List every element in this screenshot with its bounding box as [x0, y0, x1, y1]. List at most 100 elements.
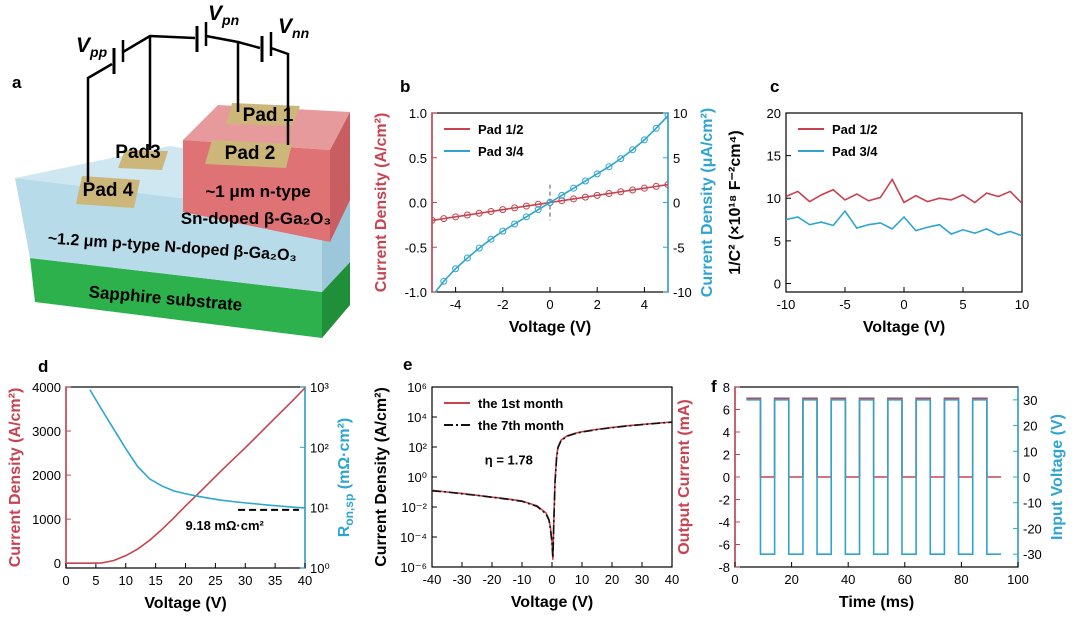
- y-tick-label: 10⁰: [407, 470, 427, 485]
- panel-label: c: [770, 77, 779, 96]
- y-tick-label: 0.0: [409, 196, 427, 211]
- y-tick-label: 10⁻⁴: [400, 530, 427, 545]
- x-tick-label: 0: [546, 297, 553, 312]
- substrate-side: [322, 262, 350, 338]
- marker: [463, 254, 471, 262]
- marker: [440, 215, 448, 223]
- y-tick-label: 2000: [32, 468, 61, 483]
- y-tick-label: 4: [723, 425, 730, 440]
- y2-tick-label: -10: [1023, 496, 1042, 511]
- axis-label: Current Density (A/cm²): [7, 388, 24, 568]
- y2-tick-label: 0: [673, 196, 680, 211]
- y-tick-label: 5: [774, 234, 781, 249]
- axis-label: Voltage (V): [144, 595, 226, 612]
- pad: [118, 150, 168, 170]
- plot-frame: [65, 386, 306, 569]
- panel-label: e: [403, 355, 412, 374]
- y-tick-label: 10: [767, 191, 781, 206]
- y-tick-label: -2: [718, 493, 730, 508]
- axis-label: Ron,sp (mΩ·cm²): [336, 418, 356, 538]
- marker: [487, 207, 495, 215]
- series-line: [434, 115, 668, 292]
- y-tick-label: 10⁶: [407, 380, 427, 395]
- x-tick-label: -20: [483, 572, 502, 587]
- pad-label: Pad3: [115, 142, 160, 163]
- x-tick-label: 30: [635, 572, 649, 587]
- wires: [86, 22, 290, 182]
- x-tick-label: -5: [839, 297, 851, 312]
- axis-label: Input Voltage (V): [1049, 414, 1066, 540]
- y2-tick-label: -30: [1023, 547, 1042, 562]
- marker: [629, 146, 637, 154]
- x-tick-label: 5: [92, 573, 99, 588]
- marker: [593, 191, 601, 199]
- marker: [605, 163, 613, 171]
- x-tick-label: 4: [641, 297, 648, 312]
- x-tick-label: 10: [575, 572, 589, 587]
- axis-label: Time (ms): [839, 594, 914, 611]
- marker: [499, 206, 507, 214]
- marker: [522, 213, 530, 221]
- marker: [487, 235, 495, 243]
- y-tick-label: 0: [723, 470, 730, 485]
- pad-label: Pad 2: [225, 143, 276, 164]
- axis-label: Current Density (A/cm²): [373, 387, 390, 567]
- voltage-label: Vpp: [76, 34, 108, 60]
- x-tick-label: 40: [665, 572, 679, 587]
- marker: [640, 136, 648, 144]
- x-tick-label: 10: [1015, 297, 1029, 312]
- x-tick-label: 100: [1007, 572, 1029, 587]
- marker: [429, 293, 435, 299]
- n-layer-front: [183, 140, 330, 242]
- y-tick-label: -1.0: [405, 285, 427, 300]
- axis-label-part: (mΩ·cm²): [336, 418, 353, 494]
- legend-label: Pad 1/2: [832, 122, 878, 137]
- x-tick-label: 30: [238, 573, 252, 588]
- series-line: [786, 209, 1022, 237]
- y2-tick-label: -5: [673, 240, 685, 255]
- axis-label: Voltage (V): [863, 319, 945, 336]
- y2-tick-label: 5: [673, 151, 680, 166]
- marker: [570, 195, 578, 203]
- n-layer-top: [183, 105, 350, 150]
- x-tick-label: 5: [959, 297, 966, 312]
- pad: [226, 103, 300, 126]
- marker: [432, 216, 436, 224]
- pad: [205, 140, 292, 168]
- x-tick-label: 20: [784, 572, 798, 587]
- x-tick-label: -4: [450, 297, 462, 312]
- axis-label: 1/C² (×10¹⁸ F⁻²cm⁴): [727, 130, 744, 274]
- x-tick-label: 2: [594, 297, 601, 312]
- y2-tick-label: 30: [1023, 393, 1037, 408]
- x-tick-label: 0: [731, 572, 738, 587]
- panel-label: d: [38, 357, 48, 376]
- y-tick-label: -4: [718, 515, 730, 530]
- layer-label: Sn-doped β-Ga₂O₃: [181, 209, 331, 228]
- axis-label: Output Current (mA): [676, 399, 693, 555]
- x-tick-label: 35: [268, 573, 282, 588]
- marker: [581, 193, 589, 201]
- layer-label: ~1 μm n-type: [205, 182, 310, 201]
- x-tick-label: 60: [898, 572, 912, 587]
- y-tick-label: -6: [718, 538, 730, 553]
- chart-panel: -10 -5 0 5 10 0 5 10 15 20 Voltage (V) 1/C² (×10¹⁸ …: [727, 77, 1029, 336]
- y-tick-label: 10⁻⁶: [400, 560, 427, 575]
- chart-panel: -4 -2 0 2 4 -1.0 -0.5 0.0 0.5 1.0 -10 -5 0 5 10 Voltage…: [373, 77, 716, 336]
- pad: [76, 176, 140, 208]
- x-tick-label: 0: [62, 573, 69, 588]
- marker: [593, 170, 601, 178]
- marker: [664, 181, 668, 189]
- axis-label: Current Density (μA/cm²): [699, 108, 716, 297]
- chart-panel: 0 5 10 15 20 25 30 35 40 0 1000 2000 3000 4000 10⁰ 10¹ 1…: [7, 357, 356, 612]
- y-tick-label: 8: [723, 380, 730, 395]
- y2-tick-label: 20: [1023, 419, 1037, 434]
- y-tick-label: 1.0: [409, 106, 427, 121]
- marker: [452, 265, 460, 273]
- legend-label: the 7th month: [478, 418, 564, 433]
- axis-label: Voltage (V): [509, 319, 591, 336]
- marker: [452, 213, 460, 221]
- x-tick-label: 10: [119, 573, 133, 588]
- x-tick-label: 20: [178, 573, 192, 588]
- y-tick-label: 10⁴: [407, 410, 427, 425]
